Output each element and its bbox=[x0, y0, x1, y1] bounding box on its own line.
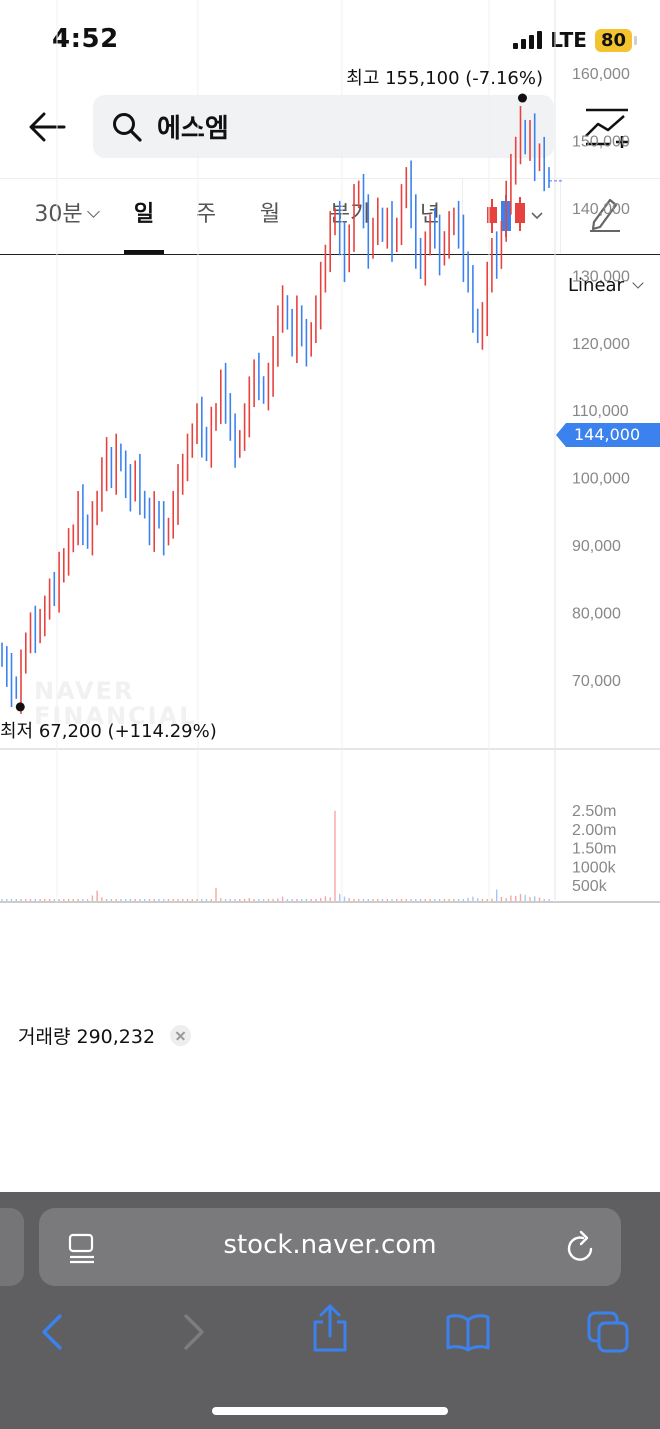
tab-month-label: 월 bbox=[259, 202, 281, 227]
tab-divider bbox=[560, 179, 561, 254]
battery-icon: 80 bbox=[594, 28, 638, 52]
pencil-icon[interactable] bbox=[588, 194, 622, 232]
tab-day-label: 일 bbox=[133, 202, 155, 227]
y-tick-label: 140,000 bbox=[572, 201, 630, 218]
reader-icon[interactable] bbox=[67, 1232, 97, 1264]
tab-30min-label: 30분 bbox=[34, 202, 83, 227]
bookmarks-icon[interactable] bbox=[445, 1310, 491, 1354]
share-icon[interactable] bbox=[310, 1304, 350, 1354]
volume-tick-label: 1000k bbox=[572, 859, 617, 876]
y-tick-label: 90,000 bbox=[572, 538, 621, 555]
close-icon[interactable] bbox=[170, 1025, 191, 1046]
previous-tab-preview[interactable] bbox=[0, 1208, 24, 1286]
top-header: 에스엠 bbox=[0, 80, 660, 176]
y-tick-label: 150,000 bbox=[572, 133, 630, 150]
url-text: stock.naver.com bbox=[223, 1230, 437, 1260]
home-indicator bbox=[212, 1407, 448, 1415]
status-right: LTE 80 bbox=[513, 28, 638, 52]
status-time: 4:52 bbox=[52, 24, 119, 54]
search-input[interactable]: 에스엠 bbox=[93, 95, 554, 158]
volume-tick-label: 2.50m bbox=[572, 803, 616, 820]
y-tick-label: 80,000 bbox=[572, 606, 621, 623]
y-tick-label: 110,000 bbox=[572, 403, 629, 420]
status-bar: 4:52 LTE 80 bbox=[0, 0, 660, 80]
y-tick-label: 160,000 bbox=[572, 66, 630, 83]
volume-tick-label: 1.50m bbox=[572, 841, 616, 858]
reload-icon[interactable] bbox=[565, 1230, 597, 1264]
watermark-text: FINANCIAL bbox=[34, 702, 196, 730]
y-tick-label: 120,000 bbox=[572, 336, 630, 353]
tab-day[interactable]: 일 bbox=[124, 179, 164, 254]
volume-tick-label: 500k bbox=[572, 878, 608, 895]
search-query: 에스엠 bbox=[157, 114, 229, 144]
low-marker bbox=[15, 702, 25, 712]
scale-select[interactable]: Linear bbox=[568, 275, 644, 296]
volume-label: 거래량 290,232 bbox=[18, 1026, 156, 1048]
y-tick-label: 70,000 bbox=[572, 673, 621, 690]
volume-tick-label: 2.00m bbox=[572, 822, 616, 839]
high-marker bbox=[517, 93, 527, 103]
address-bar[interactable]: stock.naver.com bbox=[39, 1208, 621, 1286]
tabs-icon[interactable] bbox=[586, 1310, 630, 1354]
watermark-text: NAVER bbox=[34, 677, 134, 705]
compare-chart-icon[interactable] bbox=[582, 106, 632, 150]
high-annotation: 최고 155,100 (-7.16%) bbox=[346, 68, 543, 89]
tab-month[interactable]: 월 bbox=[250, 179, 290, 254]
tab-divider bbox=[462, 179, 463, 254]
chevron-down-icon bbox=[632, 277, 644, 289]
browser-toolbar: stock.naver.com bbox=[0, 1192, 660, 1429]
tab-week-label: 주 bbox=[195, 202, 217, 227]
scale-label: Linear bbox=[568, 275, 624, 296]
y-tick-label: 130,000 bbox=[572, 268, 630, 285]
price-chart[interactable]: 160,000 150,000 140,000 130,000 120,000 110,0… bbox=[0, 0, 660, 904]
y-tick-label: 100,000 bbox=[572, 471, 630, 488]
network-type: LTE bbox=[550, 28, 587, 52]
browser-back-icon[interactable] bbox=[38, 1310, 66, 1354]
low-annotation: 최저 67,200 (+114.29%) bbox=[0, 721, 217, 742]
tab-30min[interactable]: 30분 bbox=[22, 179, 110, 254]
tab-week[interactable]: 주 bbox=[186, 179, 226, 254]
search-icon bbox=[113, 112, 142, 142]
back-arrow-icon[interactable] bbox=[24, 104, 70, 150]
current-price-badge: 144,000 bbox=[556, 423, 660, 447]
signal-icon bbox=[513, 31, 543, 49]
browser-forward-icon[interactable] bbox=[180, 1310, 208, 1354]
